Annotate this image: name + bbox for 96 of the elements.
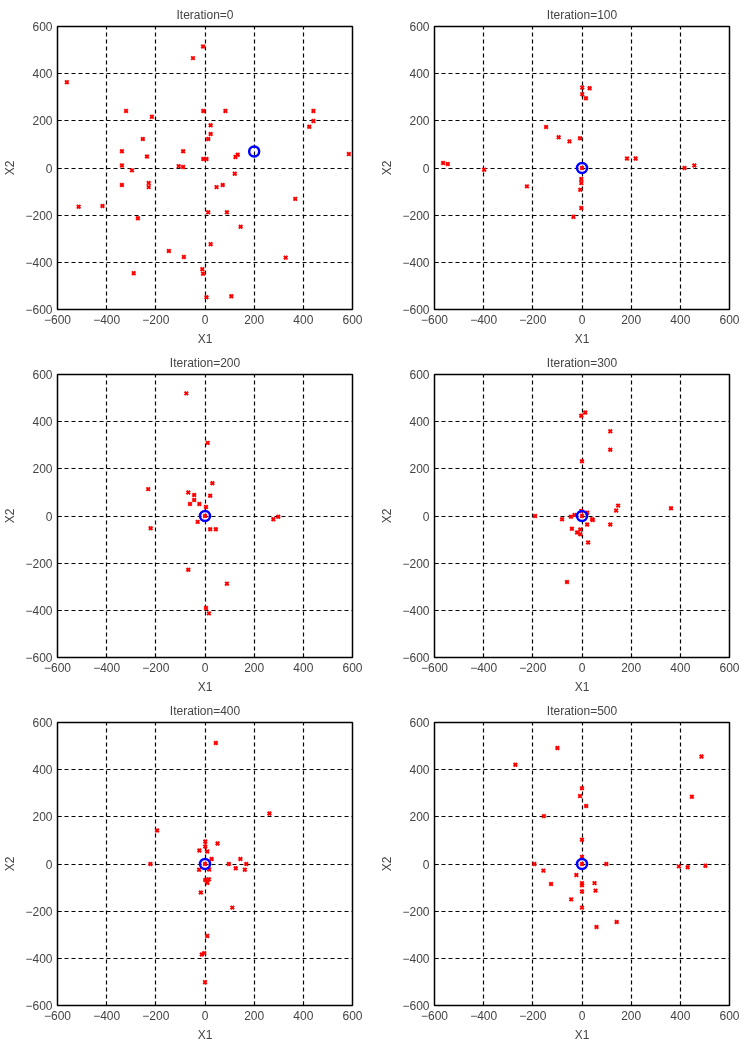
x-tick-label: 400 <box>670 660 691 675</box>
y-axis-title: X2 <box>3 508 18 524</box>
x-tick-label: 400 <box>293 660 314 675</box>
x-axis-title: X1 <box>197 1027 213 1042</box>
x-tick-label: 400 <box>670 1008 691 1023</box>
x-tick-label: −400 <box>93 1008 121 1023</box>
x-tick-label: 0 <box>201 1008 209 1023</box>
x-tick-label: 200 <box>244 312 265 327</box>
y-tick-label: 200 <box>409 114 430 129</box>
x-tick-label: −200 <box>519 1008 547 1023</box>
y-tick-label: 400 <box>409 763 430 778</box>
y-tick-label: −400 <box>25 255 53 270</box>
y-tick-label: 200 <box>409 810 430 825</box>
chart-title: Iteration=500 <box>546 703 618 718</box>
x-tick-label: 600 <box>719 660 740 675</box>
x-tick-label: 0 <box>578 1008 586 1023</box>
x-axis-title: X1 <box>197 331 213 346</box>
y-tick-label: −600 <box>25 651 53 665</box>
x-tick-label: 600 <box>342 1008 363 1023</box>
chart-title: Iteration=400 <box>169 703 241 718</box>
x-tick-label: 0 <box>578 312 586 327</box>
y-tick-label: 0 <box>422 857 430 872</box>
x-tick-label: 400 <box>293 1008 314 1023</box>
x-tick-label: −400 <box>470 660 498 675</box>
y-tick-label: 600 <box>409 368 430 382</box>
y-tick-label: −600 <box>402 651 430 665</box>
chart-title: Iteration=100 <box>546 7 618 22</box>
y-tick-label: 0 <box>422 161 430 176</box>
y-tick-label: 200 <box>32 114 53 129</box>
y-tick-label: −400 <box>25 603 53 618</box>
y-tick-label: 0 <box>45 161 53 176</box>
x-tick-label: 0 <box>201 312 209 327</box>
x-axis-title: X1 <box>574 331 590 346</box>
y-tick-label: 400 <box>409 415 430 430</box>
y-axis-title: X2 <box>3 160 18 176</box>
x-tick-label: 400 <box>670 312 691 327</box>
y-tick-label: −600 <box>402 303 430 317</box>
y-tick-label: −400 <box>402 603 430 618</box>
y-tick-label: −200 <box>402 208 430 223</box>
x-tick-label: 400 <box>293 312 314 327</box>
x-tick-label: −200 <box>142 1008 170 1023</box>
x-axis-title: X1 <box>197 679 213 694</box>
x-tick-label: 200 <box>621 660 642 675</box>
x-axis-title: X1 <box>574 679 590 694</box>
x-tick-label: −400 <box>470 312 498 327</box>
chart-title: Iteration=0 <box>176 7 234 22</box>
y-tick-label: 600 <box>32 716 53 730</box>
y-tick-label: 200 <box>32 462 53 477</box>
y-tick-label: 400 <box>32 415 53 430</box>
y-tick-label: 0 <box>422 509 430 524</box>
x-tick-label: 200 <box>244 1008 265 1023</box>
y-tick-label: 400 <box>409 67 430 82</box>
y-tick-label: 600 <box>409 20 430 34</box>
y-tick-label: 0 <box>45 509 53 524</box>
chart-title: Iteration=300 <box>546 355 618 370</box>
y-axis-title: X2 <box>380 160 395 176</box>
x-tick-label: 200 <box>621 312 642 327</box>
x-tick-label: 200 <box>621 1008 642 1023</box>
y-tick-label: 0 <box>45 857 53 872</box>
y-tick-label: −200 <box>25 556 53 571</box>
x-tick-label: 0 <box>201 660 209 675</box>
y-tick-label: −600 <box>25 303 53 317</box>
y-tick-label: 200 <box>409 462 430 477</box>
x-tick-label: 200 <box>244 660 265 675</box>
y-tick-label: 600 <box>32 368 53 382</box>
y-tick-label: 400 <box>32 67 53 82</box>
x-tick-label: −200 <box>142 312 170 327</box>
x-tick-label: 600 <box>342 660 363 675</box>
y-tick-label: −600 <box>402 999 430 1013</box>
x-tick-label: 600 <box>719 312 740 327</box>
y-tick-label: 600 <box>409 716 430 730</box>
y-tick-label: −400 <box>402 255 430 270</box>
y-axis-title: X2 <box>3 856 18 872</box>
x-tick-label: 600 <box>719 1008 740 1023</box>
y-tick-label: −200 <box>25 208 53 223</box>
y-tick-label: −200 <box>25 904 53 919</box>
y-tick-label: −200 <box>402 904 430 919</box>
x-tick-label: −200 <box>142 660 170 675</box>
x-tick-label: −400 <box>93 312 121 327</box>
y-tick-label: −200 <box>402 556 430 571</box>
y-axis-title: X2 <box>380 508 395 524</box>
x-tick-label: −200 <box>519 312 547 327</box>
y-tick-label: −400 <box>25 951 53 966</box>
x-tick-label: −200 <box>519 660 547 675</box>
y-axis-title: X2 <box>380 856 395 872</box>
x-tick-label: 600 <box>342 312 363 327</box>
y-tick-label: −600 <box>25 999 53 1013</box>
x-axis-title: X1 <box>574 1027 590 1042</box>
y-tick-label: −400 <box>402 951 430 966</box>
x-tick-label: −400 <box>93 660 121 675</box>
y-tick-label: 200 <box>32 810 53 825</box>
chart-title: Iteration=200 <box>169 355 241 370</box>
y-tick-label: 600 <box>32 20 53 34</box>
y-tick-label: 400 <box>32 763 53 778</box>
x-tick-label: −400 <box>470 1008 498 1023</box>
x-tick-label: 0 <box>578 660 586 675</box>
